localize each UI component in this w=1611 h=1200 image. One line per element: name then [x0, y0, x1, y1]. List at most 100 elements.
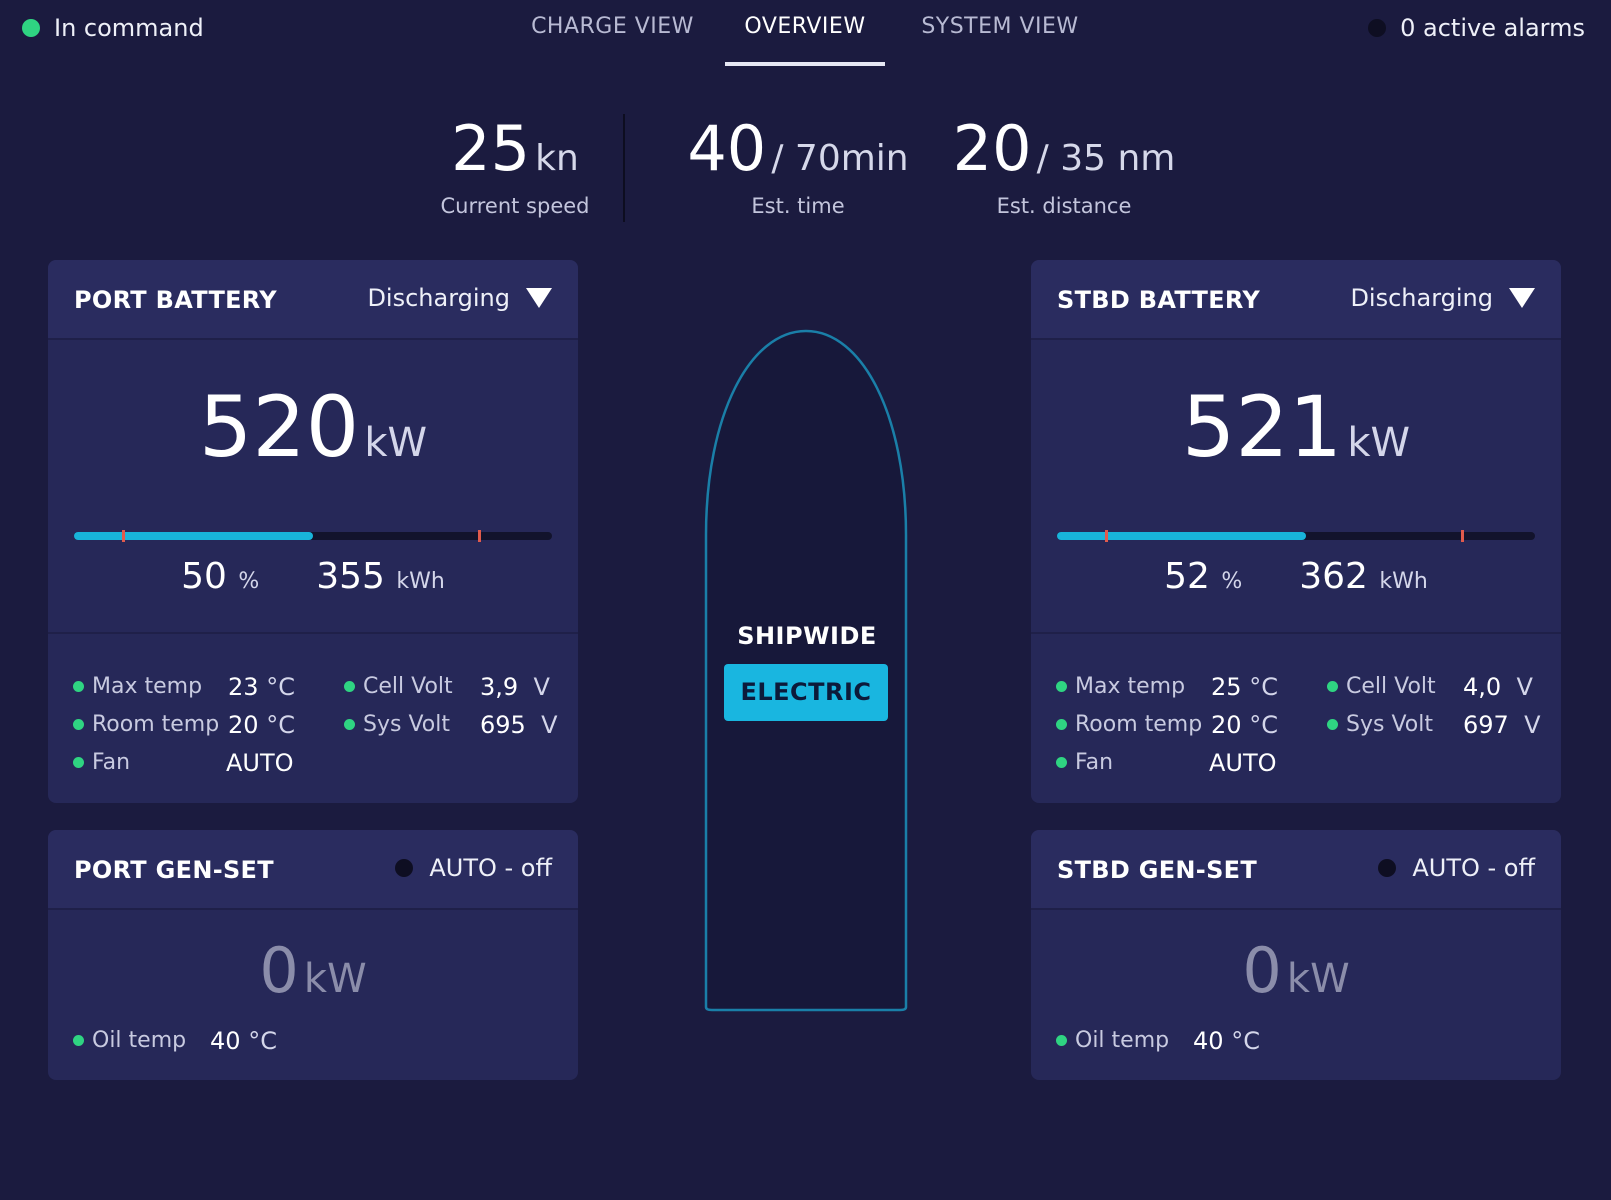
stbd-battery-power-value: 521 — [1181, 378, 1343, 476]
stbd-genset-power-unit: kW — [1286, 956, 1350, 1002]
port-sys-volt-number: 695 — [480, 711, 526, 739]
port-max-temp-text: Max temp — [92, 674, 203, 699]
stbd-oil-temp-label: Oil temp — [1056, 1028, 1169, 1053]
stbd-oil-temp-number: 40 — [1193, 1027, 1224, 1055]
stbd-battery-power: 521 kW — [1031, 378, 1561, 476]
stbd-cell-volt-text: Cell Volt — [1346, 674, 1436, 699]
genset-status-dot-icon — [1378, 859, 1397, 877]
stbd-cell-volt-label: Cell Volt — [1327, 674, 1436, 699]
stbd-oil-temp-text: Oil temp — [1075, 1028, 1170, 1053]
port-genset-power-unit: kW — [303, 956, 367, 1002]
stbd-max-temp-text: Max temp — [1075, 674, 1186, 699]
ok-dot-icon — [1056, 1035, 1067, 1046]
stbd-fan-text: Fan — [1075, 750, 1114, 775]
ok-dot-icon — [73, 757, 84, 768]
port-battery-charge-bar — [74, 530, 552, 542]
port-battery-high-marker — [478, 530, 481, 542]
port-oil-temp-label: Oil temp — [73, 1028, 186, 1053]
shipwide-label: SHIPWIDE — [737, 622, 877, 650]
time-caption: Est. time — [751, 194, 845, 218]
port-cell-volt-number: 3,9 — [480, 673, 519, 701]
stbd-battery-soc-value: 52 — [1164, 556, 1210, 597]
port-battery-header: PORT BATTERY Discharging — [48, 260, 578, 340]
ok-dot-icon — [1327, 719, 1338, 730]
stbd-battery-high-marker — [1461, 530, 1464, 542]
tab-overview[interactable]: OVERVIEW — [725, 0, 885, 66]
port-genset-card: PORT GEN-SET AUTO - off 0 kW Oil temp 40… — [48, 830, 578, 1080]
stbd-battery-title: STBD BATTERY — [1057, 286, 1261, 314]
ok-dot-icon — [73, 719, 84, 730]
speed-caption: Current speed — [440, 194, 590, 218]
ok-dot-icon — [73, 1035, 84, 1046]
port-battery-charge-fill — [74, 532, 313, 540]
port-cell-volt-unit: V — [533, 673, 550, 701]
command-status: In command — [22, 14, 204, 42]
time-value: 40 — [687, 112, 767, 185]
stbd-cell-volt-unit: V — [1516, 673, 1533, 701]
ok-dot-icon — [1056, 719, 1067, 730]
stbd-battery-status-label: Discharging — [1350, 284, 1493, 312]
stbd-battery-power-unit: kW — [1347, 420, 1411, 466]
port-genset-header: PORT GEN-SET AUTO - off — [48, 830, 578, 910]
port-battery-card: PORT BATTERY Discharging 520 kW 50 % 355… — [48, 260, 578, 803]
port-fan-value: AUTO — [226, 749, 294, 777]
port-max-temp-label: Max temp — [73, 674, 202, 699]
ok-dot-icon — [1056, 757, 1067, 768]
stbd-max-temp-value: 25 °C — [1211, 673, 1278, 701]
command-status-label: In command — [54, 14, 204, 42]
port-battery-energy-unit: kWh — [396, 569, 445, 594]
port-room-temp-unit: °C — [266, 711, 295, 739]
stbd-max-temp-unit: °C — [1249, 673, 1278, 701]
stbd-cell-volt-number: 4,0 — [1463, 673, 1502, 701]
stbd-max-temp-number: 25 — [1211, 673, 1242, 701]
view-tabs: CHARGE VIEW OVERVIEW SYSTEM VIEW — [500, 0, 1115, 66]
stbd-fan-value: AUTO — [1209, 749, 1277, 777]
tab-charge-view[interactable]: CHARGE VIEW — [531, 14, 694, 39]
port-oil-temp-number: 40 — [210, 1027, 241, 1055]
status-indicator-icon — [22, 19, 40, 37]
ok-dot-icon — [73, 681, 84, 692]
speed-value: 25 — [451, 112, 531, 185]
port-sys-volt-value: 695 V — [480, 711, 558, 739]
stbd-cell-volt-value: 4,0 V — [1463, 673, 1533, 701]
discharging-arrow-icon — [1509, 288, 1535, 308]
port-cell-volt-text: Cell Volt — [363, 674, 453, 699]
metrics-divider — [623, 114, 625, 222]
port-max-temp-unit: °C — [266, 673, 295, 701]
stbd-room-temp-value: 20 °C — [1211, 711, 1278, 739]
electric-mode-button[interactable]: ELECTRIC — [724, 664, 888, 721]
stbd-sys-volt-unit: V — [1524, 711, 1541, 739]
port-cell-volt-value: 3,9 V — [480, 673, 550, 701]
port-battery-power: 520 kW — [48, 378, 578, 476]
port-oil-temp-unit: °C — [248, 1027, 277, 1055]
port-sys-volt-text: Sys Volt — [363, 712, 450, 737]
time-unit: / 70min — [771, 138, 909, 179]
stbd-genset-power: 0 kW — [1031, 934, 1561, 1007]
stbd-battery-divider — [1031, 632, 1561, 634]
tab-system-view[interactable]: SYSTEM VIEW — [921, 14, 1079, 39]
stbd-battery-status[interactable]: Discharging — [1350, 284, 1535, 312]
port-battery-status[interactable]: Discharging — [367, 284, 552, 312]
stbd-genset-card: STBD GEN-SET AUTO - off 0 kW Oil temp 40… — [1031, 830, 1561, 1080]
genset-status-dot-icon — [395, 859, 414, 877]
ok-dot-icon — [344, 719, 355, 730]
alarms-indicator[interactable]: 0 active alarms — [1368, 14, 1585, 42]
stbd-battery-soc: 52 % 362 kWh — [1031, 556, 1561, 597]
stbd-sys-volt-number: 697 — [1463, 711, 1509, 739]
stbd-genset-status: AUTO - off — [1378, 854, 1535, 882]
stbd-sys-volt-text: Sys Volt — [1346, 712, 1433, 737]
port-sys-volt-unit: V — [541, 711, 558, 739]
stbd-oil-temp-unit: °C — [1231, 1027, 1260, 1055]
stbd-sys-volt-value: 697 V — [1463, 711, 1541, 739]
top-bar: In command CHARGE VIEW OVERVIEW SYSTEM V… — [0, 0, 1611, 70]
stbd-oil-temp-value: 40 °C — [1193, 1027, 1260, 1055]
port-battery-soc-value: 50 — [181, 556, 227, 597]
port-battery-low-marker — [122, 530, 125, 542]
port-genset-status: AUTO - off — [395, 854, 552, 882]
stbd-genset-title: STBD GEN-SET — [1057, 856, 1258, 884]
stbd-room-temp-text: Room temp — [1075, 712, 1203, 737]
stbd-battery-charge-fill — [1057, 532, 1306, 540]
alarms-label: 0 active alarms — [1400, 14, 1585, 42]
port-genset-power-value: 0 — [259, 934, 299, 1007]
port-genset-title: PORT GEN-SET — [74, 856, 274, 884]
